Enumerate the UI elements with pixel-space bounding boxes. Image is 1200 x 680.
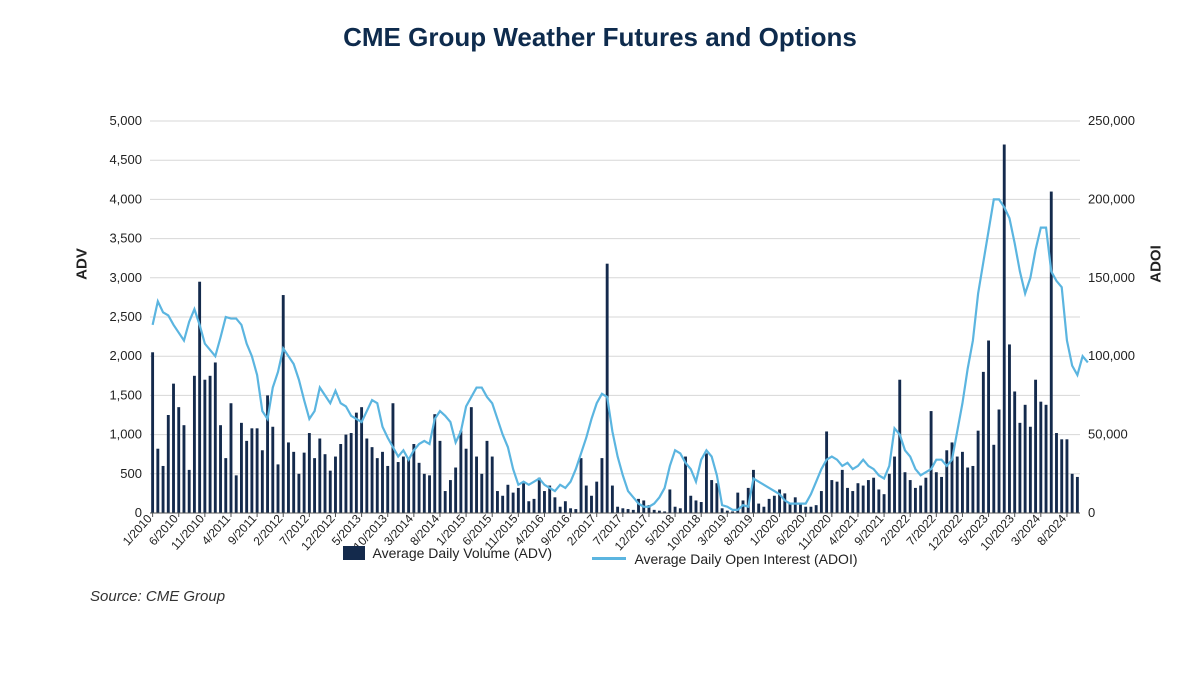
y-axis-left-label: ADV: [74, 248, 91, 280]
svg-text:500: 500: [120, 466, 142, 481]
legend-label-adoi: Average Daily Open Interest (ADOI): [634, 551, 857, 567]
chart-title: CME Group Weather Futures and Options: [0, 0, 1200, 53]
svg-text:50,000: 50,000: [1088, 427, 1128, 442]
svg-text:1,500: 1,500: [109, 387, 142, 402]
svg-text:4,500: 4,500: [109, 152, 142, 167]
svg-text:4,000: 4,000: [109, 191, 142, 206]
legend-item-adv: Average Daily Volume (ADV): [343, 545, 552, 561]
svg-text:0: 0: [1088, 505, 1095, 520]
svg-text:100,000: 100,000: [1088, 348, 1135, 363]
legend-swatch-line: [592, 557, 626, 560]
svg-text:150,000: 150,000: [1088, 270, 1135, 285]
legend-swatch-bar: [343, 546, 365, 560]
svg-text:2,500: 2,500: [109, 309, 142, 324]
svg-text:1,000: 1,000: [109, 427, 142, 442]
legend: Average Daily Volume (ADV) Average Daily…: [0, 545, 1200, 567]
svg-text:200,000: 200,000: [1088, 191, 1135, 206]
legend-label-adv: Average Daily Volume (ADV): [373, 545, 552, 561]
svg-text:3,000: 3,000: [109, 270, 142, 285]
source-text: Source: CME Group: [90, 588, 225, 605]
legend-item-adoi: Average Daily Open Interest (ADOI): [592, 551, 857, 567]
svg-text:2,000: 2,000: [109, 348, 142, 363]
svg-text:8/2024: 8/2024: [1034, 511, 1069, 548]
svg-text:5,000: 5,000: [109, 113, 142, 128]
svg-text:250,000: 250,000: [1088, 113, 1135, 128]
plot-area: 0 500 1,000 1,500 2,000 2,500 3,000 3,500 4,000 4…: [0, 53, 1200, 680]
svg-text:3,500: 3,500: [109, 231, 142, 246]
y-axis-right-label: ADOI: [1148, 245, 1165, 283]
chart-container: CME Group Weather Futures and Options 0 5…: [0, 0, 1200, 627]
